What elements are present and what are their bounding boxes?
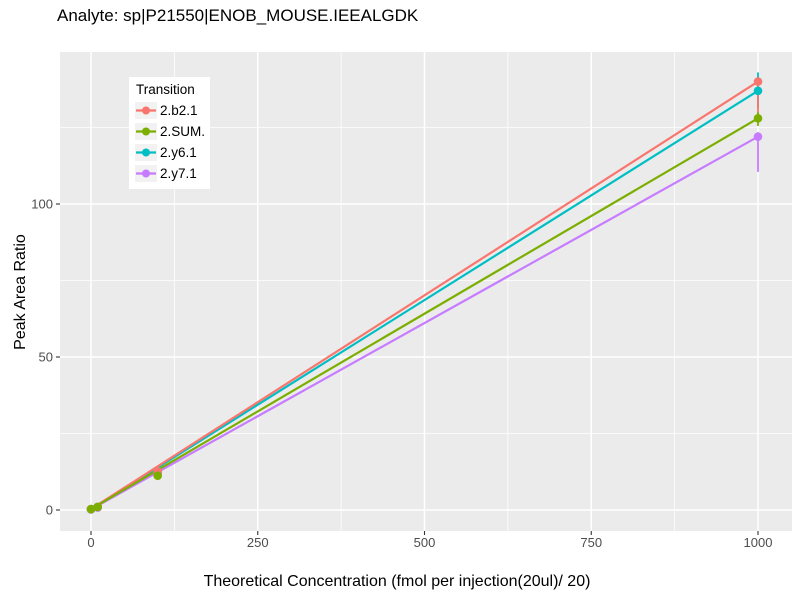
data-point [753, 132, 763, 141]
legend-item: 2.y7.1 [135, 163, 204, 184]
legend-key-icon [135, 102, 157, 119]
series-line [90, 89, 759, 511]
x-tick-label: 1000 [743, 535, 773, 550]
x-tick-label: 0 [87, 535, 95, 550]
chart-title: Analyte: sp|P21550|ENOB_MOUSE.IEEALGDK [57, 6, 419, 25]
legend-item: 2.b2.1 [135, 100, 204, 121]
series-line [90, 117, 759, 511]
data-point [86, 504, 96, 514]
legend-title: Transition [136, 82, 195, 97]
legend-key-icon [135, 144, 157, 161]
y-tick-label: 50 [38, 349, 53, 365]
x-tick-label: 250 [246, 535, 269, 550]
legend-item-label: 2.y6.1 [160, 145, 197, 160]
legend-item-label: 2.SUM. [160, 124, 206, 139]
series-line [90, 80, 759, 511]
legend-item: 2.y6.1 [135, 142, 204, 163]
data-point [753, 114, 763, 123]
series-line [90, 135, 759, 511]
x-axis-title: Theoretical Concentration (fmol per inje… [203, 573, 591, 590]
legend-item: 2.SUM. [135, 121, 206, 142]
data-point [93, 502, 102, 512]
legend: Transition 2.b2.1 2.SUM. 2.y6.1 2.y7.1 [129, 77, 210, 189]
legend-key-icon [135, 123, 157, 140]
x-tick-label: 750 [580, 535, 603, 550]
legend-item-label: 2.b2.1 [160, 103, 198, 118]
y-axis-title: Peak Area Ratio [12, 234, 29, 350]
data-point [753, 86, 763, 96]
x-tick-label: 500 [413, 535, 436, 550]
legend-item-label: 2.y7.1 [160, 166, 197, 181]
y-tick-label: 0 [45, 502, 53, 518]
data-point [153, 471, 162, 481]
y-tick-label: 100 [31, 196, 53, 212]
data-point [753, 77, 763, 86]
legend-key-icon [135, 165, 157, 182]
